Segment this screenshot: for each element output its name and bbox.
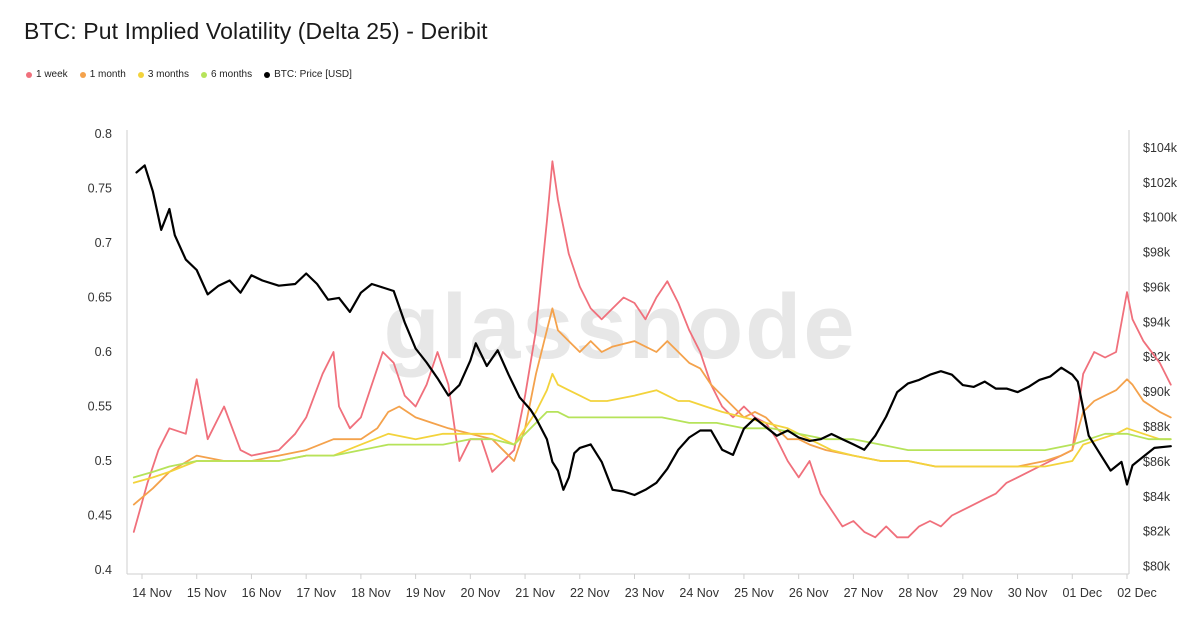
series-line-6-months <box>132 411 1172 479</box>
series-layer <box>132 160 1172 539</box>
y-right-tick-label: $88k <box>1143 420 1171 434</box>
legend-label: BTC: Price [USD] <box>274 69 352 80</box>
legend-swatch <box>264 71 271 78</box>
legend-item-3-months[interactable]: 3 months <box>137 69 189 80</box>
legend-item-1-week[interactable]: 1 week <box>26 69 68 80</box>
legend-swatch <box>137 71 144 78</box>
y-right-tick-label: $82k <box>1143 525 1171 539</box>
legend-label: 6 months <box>210 69 253 80</box>
y-right-tick-label: $96k <box>1143 280 1171 294</box>
x-tick-label: 14 Nov <box>132 586 172 600</box>
x-tick-label: 29 Nov <box>953 586 993 600</box>
chart-legend: 1 week 1 month 3 months 6 months BTC: Pr… <box>26 69 352 80</box>
x-tick-label: 21 Nov <box>515 586 555 600</box>
y-right-tick-label: $92k <box>1143 350 1171 364</box>
x-tick-label: 28 Nov <box>898 586 938 600</box>
legend-swatch <box>26 71 32 78</box>
y-right-tick-label: $86k <box>1143 455 1171 469</box>
y-left-tick-label: 0.5 <box>95 454 112 468</box>
y-left-tick-label: 0.75 <box>88 182 112 196</box>
y-right-tick-label: $98k <box>1143 246 1171 260</box>
series-line-1-month <box>132 307 1172 506</box>
y-left-tick-label: 0.8 <box>95 127 112 141</box>
series-line-btc-price-usd <box>135 164 1172 497</box>
y-right-tick-label: $94k <box>1143 315 1171 329</box>
x-tick-label: 24 Nov <box>679 586 719 600</box>
x-tick-label: 25 Nov <box>734 586 774 600</box>
x-tick-label: 15 Nov <box>187 586 227 600</box>
legend-label: 3 months <box>147 69 189 80</box>
legend-swatch <box>79 71 86 78</box>
y-left-tick-label: 0.55 <box>88 400 112 414</box>
legend-item-1-month[interactable]: 1 month <box>79 69 126 80</box>
y-right-tick-label: $102k <box>1143 176 1178 190</box>
y-left-tick-label: 0.4 <box>95 563 112 577</box>
series-line-1-week <box>132 160 1172 539</box>
x-tick-label: 16 Nov <box>242 586 282 600</box>
x-tick-label: 19 Nov <box>406 586 446 600</box>
chart-title: BTC: Put Implied Volatility (Delta 25) -… <box>24 18 488 44</box>
y-left-tick-label: 0.6 <box>95 345 112 359</box>
series-line-3-months <box>132 372 1172 484</box>
legend-label: 1 week <box>36 69 68 80</box>
watermark-logo: glassnode <box>383 276 856 378</box>
legend-label: 1 month <box>89 69 126 80</box>
y-left-tick-label: 0.65 <box>88 291 112 305</box>
y-right-tick-label: $84k <box>1143 490 1171 504</box>
legend-item-btc-price[interactable]: BTC: Price [USD] <box>264 69 352 80</box>
y-right-tick-label: $80k <box>1143 560 1171 574</box>
x-tick-label: 18 Nov <box>351 586 391 600</box>
x-tick-label: 23 Nov <box>625 586 665 600</box>
y-left-tick-label: 0.45 <box>88 509 112 523</box>
legend-swatch <box>200 71 207 78</box>
x-tick-label: 20 Nov <box>461 586 501 600</box>
y-left-tick-label: 0.7 <box>95 236 112 250</box>
x-tick-label: 26 Nov <box>789 586 829 600</box>
x-tick-label: 02 Dec <box>1117 586 1157 600</box>
x-tick-label: 27 Nov <box>844 586 884 600</box>
y-right-tick-label: $100k <box>1143 211 1178 225</box>
chart-axes: 0.4 0.45 0.5 0.55 0.6 0.65 0.7 0.75 0.8 $80k $82k $… <box>88 127 1178 600</box>
x-tick-label: 30 Nov <box>1008 586 1048 600</box>
y-right-tick-label: $90k <box>1143 385 1171 399</box>
x-tick-label: 17 Nov <box>296 586 336 600</box>
x-tick-label: 01 Dec <box>1062 586 1102 600</box>
x-tick-label: 22 Nov <box>570 586 610 600</box>
y-right-tick-label: $104k <box>1143 141 1178 155</box>
legend-item-6-months[interactable]: 6 months <box>200 69 253 80</box>
